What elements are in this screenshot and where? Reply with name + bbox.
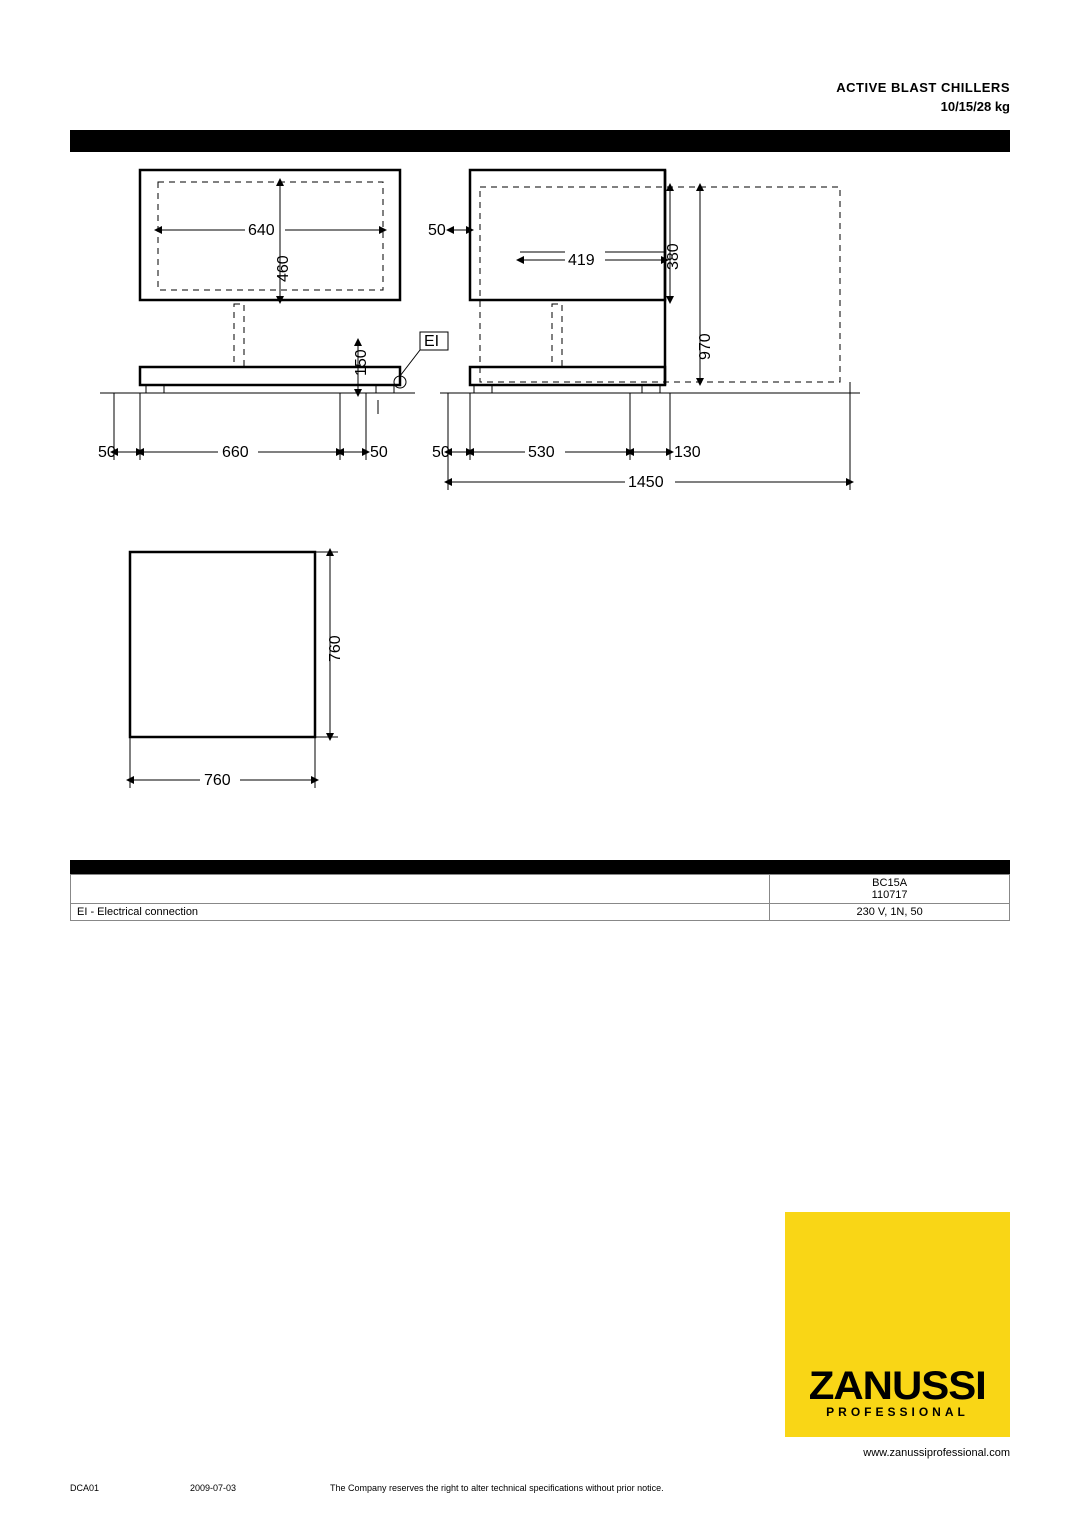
side-code: 726659 (964, 632, 1004, 648)
dim-130: 130 (674, 444, 701, 461)
dim-640: 640 (248, 222, 275, 239)
page-footer: DCA01 2009-07-03 The Company reserves th… (70, 1483, 1010, 1493)
side-code: 110718 (964, 586, 1004, 602)
dim-970: 970 (697, 333, 714, 360)
side-code: 726660 (964, 648, 1004, 664)
side-code: 110719 (964, 601, 1004, 617)
top-black-bar (70, 130, 1010, 152)
model-name: BC15A (872, 877, 907, 889)
dim-460: 460 (275, 255, 292, 282)
dim-top-760w: 760 (204, 772, 231, 789)
side-code-list: 110717 110718 110719 726117 726659 72666… (964, 570, 1004, 664)
page-header: ACTIVE BLAST CHILLERS 10/15/28 kg (836, 80, 1010, 114)
header-subtitle: 10/15/28 kg (836, 99, 1010, 114)
disclaimer: The Company reserves the right to alter … (330, 1483, 664, 1493)
spec-label: EI - Electrical connection (71, 904, 770, 921)
technical-drawing: 640 460 150 50 660 50 (70, 152, 1010, 852)
dim-side-50top: 50 (428, 222, 446, 239)
dim-660: 660 (222, 444, 249, 461)
mid-black-bar (70, 860, 1010, 874)
brand-url: www.zanussiprofessional.com (863, 1447, 1010, 1459)
doc-date: 2009-07-03 (190, 1483, 270, 1493)
dim-top-760h: 760 (327, 635, 344, 662)
brand-logo-text: ZANUSSI (809, 1369, 986, 1403)
dim-front-50r: 50 (370, 444, 388, 461)
side-code: 110717 (964, 570, 1004, 586)
drawing-svg: 640 460 150 50 660 50 (70, 152, 1010, 852)
dim-530: 530 (528, 444, 555, 461)
header-title: ACTIVE BLAST CHILLERS (836, 80, 1010, 95)
table-header-row: BC15A 110717 (71, 875, 1010, 904)
dim-1450: 1450 (628, 474, 664, 491)
dim-419: 419 (568, 252, 595, 269)
dim-380: 380 (665, 243, 682, 270)
dim-front-50l: 50 (98, 444, 116, 461)
dim-150: 150 (353, 349, 370, 376)
spec-value: 230 V, 1N, 50 (770, 904, 1010, 921)
side-code: 726117 (964, 617, 1004, 633)
model-code: 110717 (872, 889, 908, 901)
doc-code: DCA01 (70, 1483, 130, 1493)
ei-label: EI (424, 333, 439, 350)
dim-side-50l: 50 (432, 444, 450, 461)
table-row: EI - Electrical connection 230 V, 1N, 50 (71, 904, 1010, 921)
spec-table: BC15A 110717 EI - Electrical connection … (70, 874, 1010, 921)
brand-logo-box: ZANUSSI PROFESSIONAL (785, 1212, 1010, 1437)
